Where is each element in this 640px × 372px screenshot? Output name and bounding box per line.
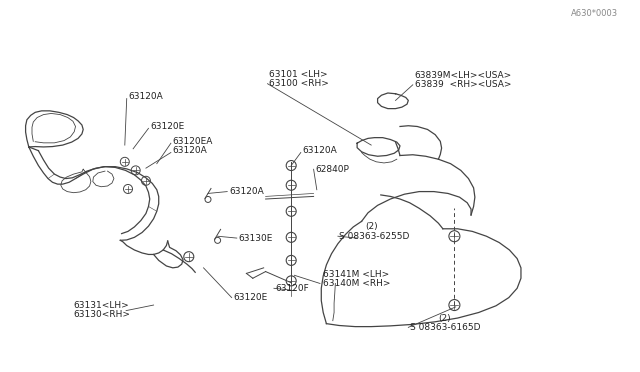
Text: 63839M<LH><USA>: 63839M<LH><USA> [415, 71, 512, 80]
Text: 63120F: 63120F [275, 284, 309, 293]
Text: 62840P: 62840P [315, 165, 349, 174]
Text: 63131<LH>: 63131<LH> [74, 301, 129, 310]
Text: 63120A: 63120A [128, 92, 163, 101]
Text: 63141M <LH>: 63141M <LH> [323, 270, 390, 279]
Text: 63130E: 63130E [239, 234, 273, 243]
Text: A630*0003: A630*0003 [570, 9, 618, 18]
Text: 63130<RH>: 63130<RH> [74, 310, 131, 319]
Text: 63120EA: 63120EA [173, 137, 213, 146]
Text: 63140M <RH>: 63140M <RH> [323, 279, 390, 288]
Text: S 08363-6255D: S 08363-6255D [339, 232, 410, 241]
Text: 63839  <RH><USA>: 63839 <RH><USA> [415, 80, 511, 89]
Text: 63120E: 63120E [234, 293, 268, 302]
Text: 63120A: 63120A [302, 146, 337, 155]
Text: (2): (2) [438, 314, 451, 323]
Text: (2): (2) [365, 222, 378, 231]
Text: 63120E: 63120E [150, 122, 185, 131]
Text: 63120A: 63120A [229, 187, 264, 196]
Text: 63120A: 63120A [173, 146, 207, 155]
Text: S 08363-6165D: S 08363-6165D [410, 323, 480, 332]
Text: 63100 <RH>: 63100 <RH> [269, 79, 329, 88]
Text: 63101 <LH>: 63101 <LH> [269, 70, 328, 79]
